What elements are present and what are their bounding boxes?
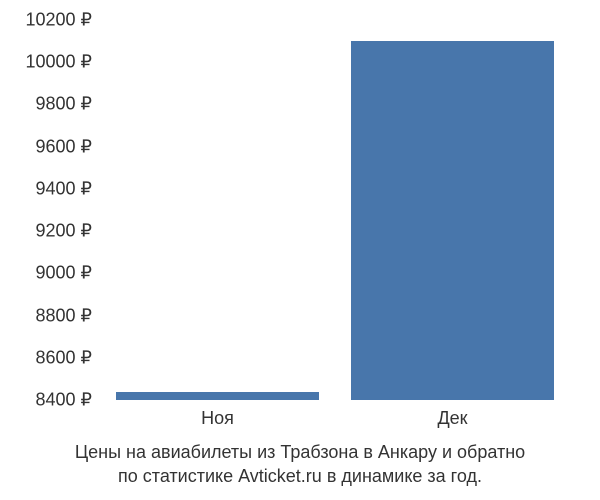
bar [116,392,318,400]
chart-caption: Цены на авиабилеты из Трабзона в Анкару … [0,440,600,489]
y-tick-label: 10000 ₽ [25,52,92,73]
x-tick-label: Дек [437,408,467,429]
y-tick-label: 10200 ₽ [25,10,92,31]
y-tick-label: 9800 ₽ [36,94,93,115]
chart-area: 8400 ₽8600 ₽8800 ₽9000 ₽9200 ₽9400 ₽9600… [100,20,570,400]
y-tick-label: 9000 ₽ [36,263,93,284]
y-tick-label: 9400 ₽ [36,178,93,199]
y-tick-label: 8600 ₽ [36,347,93,368]
bar [351,41,553,400]
y-tick-label: 8400 ₽ [36,390,93,411]
caption-line-2: по статистике Avticket.ru в динамике за … [118,466,482,486]
y-tick-label: 9200 ₽ [36,221,93,242]
y-tick-label: 9600 ₽ [36,136,93,157]
caption-line-1: Цены на авиабилеты из Трабзона в Анкару … [75,442,525,462]
x-tick-label: Ноя [201,408,234,429]
y-tick-label: 8800 ₽ [36,305,93,326]
